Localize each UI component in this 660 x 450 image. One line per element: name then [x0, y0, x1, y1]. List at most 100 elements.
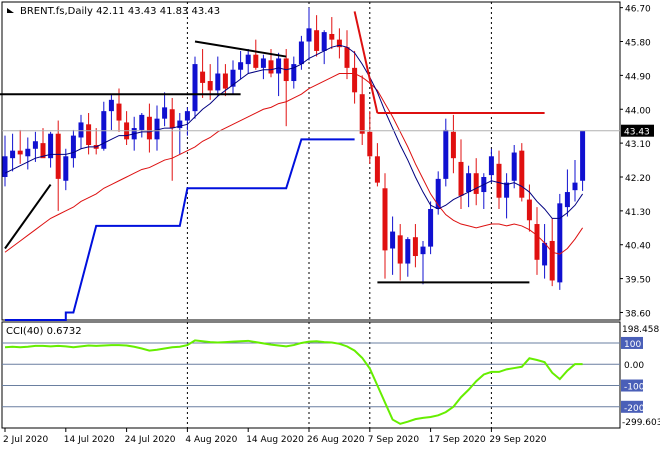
- symbol-info: BRENT.fs,Daily 42.11 43.43 41.83 43.43: [20, 6, 220, 17]
- candle-body[interactable]: [397, 235, 403, 264]
- candle-body[interactable]: [359, 94, 365, 134]
- trend-lines[interactable]: [0, 11, 545, 284]
- candle-body[interactable]: [534, 224, 540, 260]
- candle-body[interactable]: [580, 130, 586, 181]
- candle-body[interactable]: [2, 156, 8, 177]
- candle-body[interactable]: [169, 109, 175, 129]
- candle-body[interactable]: [443, 129, 449, 179]
- date-separators: [186, 2, 492, 320]
- cci-series-line[interactable]: [4, 339, 583, 425]
- candle-body[interactable]: [367, 131, 373, 157]
- candle-body[interactable]: [215, 73, 221, 91]
- price-tick-label: 38.60: [625, 309, 651, 319]
- cci-level-label: 100: [624, 340, 641, 350]
- price-tick-label: 44.00: [625, 106, 651, 116]
- price-tick-label: 43.10: [625, 140, 651, 150]
- trend-line[interactable]: [194, 40, 287, 58]
- candle-body[interactable]: [78, 122, 84, 138]
- candle-body[interactable]: [329, 33, 335, 40]
- candle-body[interactable]: [70, 135, 76, 159]
- candle-body[interactable]: [40, 143, 46, 159]
- candle-body[interactable]: [473, 173, 479, 194]
- candle-body[interactable]: [549, 240, 555, 281]
- candle-body[interactable]: [162, 107, 168, 119]
- candle-body[interactable]: [63, 156, 69, 181]
- candle-body[interactable]: [344, 47, 350, 68]
- cci-min-label: -299.603: [622, 418, 660, 428]
- candle-body[interactable]: [192, 64, 198, 112]
- candle-body[interactable]: [139, 114, 145, 130]
- candle-body[interactable]: [200, 71, 206, 83]
- candle-body[interactable]: [207, 81, 213, 91]
- candle-body[interactable]: [564, 192, 570, 208]
- candle-body[interactable]: [450, 131, 456, 159]
- candle-body[interactable]: [298, 41, 304, 65]
- candle-body[interactable]: [321, 32, 327, 51]
- candle-body[interactable]: [184, 111, 190, 121]
- candle-body[interactable]: [572, 182, 578, 191]
- cci-panel-frame: [1, 321, 621, 429]
- candle-body[interactable]: [260, 58, 266, 68]
- candle-body[interactable]: [108, 99, 114, 112]
- candle-body[interactable]: [557, 203, 563, 283]
- candle-body[interactable]: [25, 148, 31, 157]
- candle-body[interactable]: [230, 69, 236, 87]
- price-tick-label: 40.40: [625, 242, 651, 252]
- cci-axis: 100 0.00 -100 -200 198.4581 -299.603: [621, 325, 660, 428]
- cci-line[interactable]: [4, 339, 583, 425]
- candle-body[interactable]: [390, 231, 396, 249]
- candle-body[interactable]: [276, 58, 282, 74]
- candle-body[interactable]: [511, 152, 517, 181]
- cci-level-label: -100: [624, 383, 645, 393]
- price-tick-label: 45.80: [625, 39, 651, 49]
- candle-body[interactable]: [291, 64, 297, 82]
- candle-body[interactable]: [253, 54, 259, 68]
- candle-body[interactable]: [146, 116, 152, 140]
- price-tick-label: 39.50: [625, 276, 651, 286]
- candle-body[interactable]: [504, 182, 510, 198]
- candle-body[interactable]: [496, 163, 502, 198]
- candle-body[interactable]: [17, 150, 23, 155]
- price-tick-label: 42.20: [625, 174, 651, 184]
- candle-body[interactable]: [412, 237, 418, 257]
- candle-body[interactable]: [314, 30, 320, 51]
- candle-body[interactable]: [526, 199, 532, 221]
- candle-body[interactable]: [86, 124, 92, 146]
- candle-body[interactable]: [32, 141, 38, 149]
- price-tick-label: 41.30: [625, 208, 651, 218]
- date-tick-label: 24 Jul 2020: [125, 435, 176, 445]
- candle-body[interactable]: [466, 173, 472, 193]
- candle-body[interactable]: [222, 73, 228, 89]
- trend-line[interactable]: [4, 183, 52, 250]
- candle-body[interactable]: [542, 242, 548, 266]
- candle-body[interactable]: [268, 60, 274, 74]
- candle-body[interactable]: [382, 188, 388, 251]
- candle-body[interactable]: [519, 150, 525, 198]
- candle-body[interactable]: [458, 161, 464, 196]
- candle-body[interactable]: [352, 67, 358, 93]
- candle-body[interactable]: [238, 62, 244, 70]
- trend-line[interactable]: [353, 11, 379, 114]
- candle-body[interactable]: [154, 118, 160, 140]
- candle-body[interactable]: [48, 133, 54, 159]
- candle-body[interactable]: [488, 156, 494, 176]
- candle-body[interactable]: [245, 54, 251, 65]
- ma-slow-line: [4, 73, 584, 255]
- candle-body[interactable]: [306, 28, 312, 42]
- candle-body[interactable]: [55, 133, 61, 179]
- candle-body[interactable]: [420, 246, 426, 255]
- candle-body[interactable]: [428, 208, 434, 247]
- candle-body[interactable]: [405, 239, 411, 264]
- candle-body[interactable]: [435, 178, 441, 209]
- cci-panel: CCI(40) 0.6732: [1, 321, 621, 429]
- ma-fast-line: [4, 44, 584, 219]
- candle-body[interactable]: [374, 156, 380, 183]
- candle-body[interactable]: [177, 120, 183, 129]
- candle-body[interactable]: [101, 111, 107, 149]
- candle-body[interactable]: [336, 39, 342, 48]
- date-tick-label: 2 Jul 2020: [3, 435, 48, 445]
- candle-body[interactable]: [10, 150, 16, 159]
- support-step-line: [5, 138, 355, 321]
- candle-body[interactable]: [116, 103, 122, 121]
- date-axis: 2 Jul 2020 14 Jul 2020 24 Jul 2020 4 Aug 20…: [3, 428, 547, 445]
